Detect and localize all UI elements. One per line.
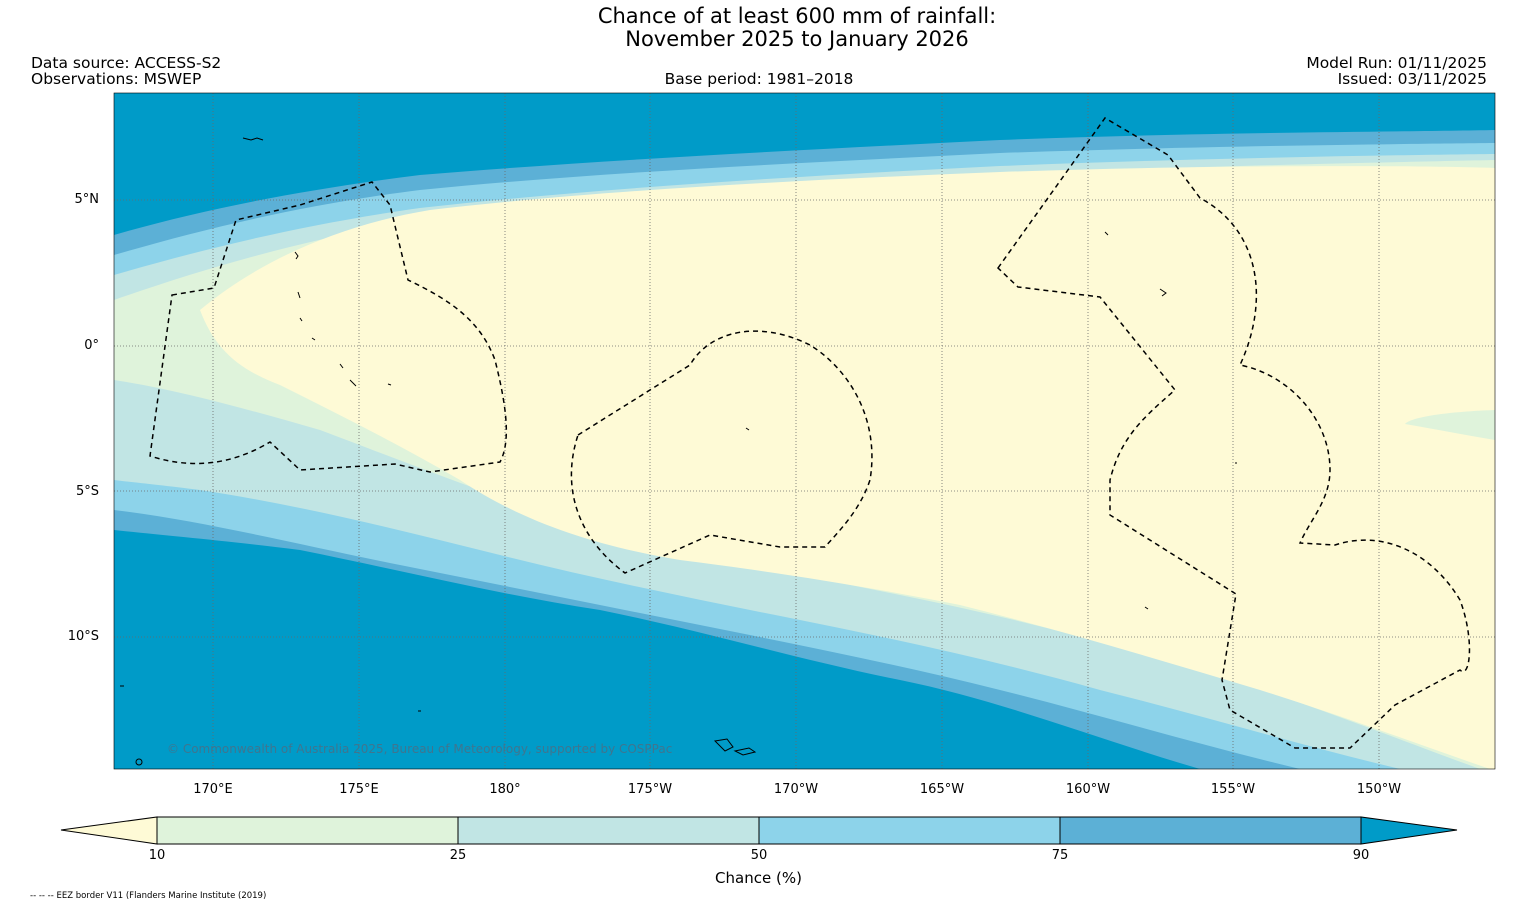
colorbar-tick-50: 50 [750, 848, 768, 863]
colorbar-high-extension [1360, 816, 1458, 845]
graticule [114, 93, 1495, 769]
lat-label-5s: 5°S [75, 484, 99, 499]
colorbar-low-extension [60, 816, 158, 845]
data-source-label: Data source: ACCESS-S2 [31, 54, 222, 72]
map-frame [113, 92, 1496, 770]
lon-label-175e: 175°E [339, 782, 379, 797]
colorbar-segment-25-50 [458, 817, 759, 844]
colorbar-title: Chance (%) [715, 869, 802, 887]
colorbar-segment-10-25 [157, 817, 458, 844]
eez-borders [149, 117, 1471, 749]
colorbar-tick-10: 10 [148, 848, 166, 863]
issued-label: Issued: 03/11/2025 [1337, 70, 1487, 88]
lon-label-150w: 150°W [1356, 782, 1402, 797]
colorbar [60, 816, 1458, 845]
band-below-10 [200, 166, 1495, 769]
eez-kiribati-line-cook [997, 117, 1471, 749]
model-run-label: Model Run: 01/11/2025 [1306, 54, 1487, 72]
rainfall-probability-field [114, 93, 1495, 769]
eez-kiribati-gilbert [149, 181, 508, 473]
colorbar-tick-75: 75 [1051, 848, 1069, 863]
observations-label: Observations: MSWEP [31, 70, 202, 88]
lon-label-180: 180° [489, 782, 521, 797]
lon-label-160w: 160°W [1065, 782, 1111, 797]
lon-label-170e: 170°E [193, 782, 233, 797]
map-title-line-2: November 2025 to January 2026 [625, 27, 969, 51]
base-period-label: Base period: 1981–2018 [664, 70, 854, 88]
colorbar-tick-90: 90 [1352, 848, 1370, 863]
map-title-line-1: Chance of at least 600 mm of rainfall: [597, 4, 997, 28]
lon-label-155w: 155°W [1210, 782, 1256, 797]
lat-label-10s: 10°S [67, 629, 99, 644]
eez-footnote: -- -- -- EEZ border V11 (Flanders Marine… [30, 891, 267, 901]
lon-label-165w: 165°W [919, 782, 965, 797]
lon-label-170w: 170°W [773, 782, 819, 797]
colorbar-tick-25: 25 [449, 848, 467, 863]
copyright-notice: © Commonwealth of Australia 2025, Bureau… [167, 742, 673, 756]
coastlines [120, 137, 1237, 766]
colorbar-segment-50-75 [759, 817, 1060, 844]
lat-label-5n: 5°N [74, 192, 100, 207]
lat-label-0: 0° [84, 338, 99, 353]
eez-kiribati-phoenix [570, 330, 873, 574]
lon-label-175w: 175°W [627, 782, 673, 797]
colorbar-segment-75-90 [1060, 817, 1361, 844]
